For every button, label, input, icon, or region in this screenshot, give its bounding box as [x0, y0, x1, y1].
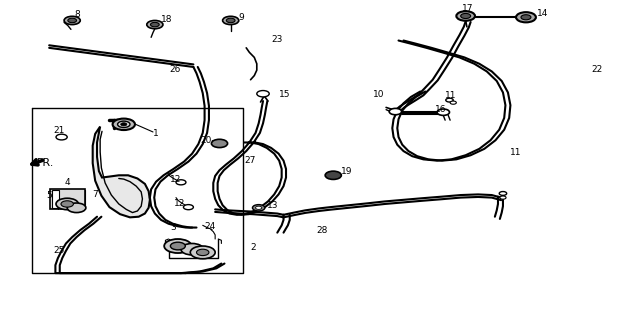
Circle shape: [521, 15, 531, 20]
Circle shape: [61, 201, 74, 207]
Circle shape: [222, 16, 239, 25]
Circle shape: [252, 204, 265, 211]
Circle shape: [151, 22, 159, 27]
Text: 14: 14: [536, 9, 548, 18]
Text: 9: 9: [238, 13, 244, 22]
Text: 18: 18: [161, 15, 173, 24]
Circle shape: [56, 198, 78, 210]
Circle shape: [164, 239, 191, 253]
Text: 3: 3: [170, 223, 176, 232]
Circle shape: [460, 13, 470, 19]
Circle shape: [456, 11, 475, 21]
Circle shape: [190, 246, 215, 259]
Text: 8: 8: [75, 10, 80, 19]
Circle shape: [255, 206, 262, 209]
Circle shape: [196, 249, 209, 256]
Circle shape: [183, 204, 193, 210]
Text: 19: 19: [341, 167, 353, 176]
Text: 13: 13: [267, 201, 278, 210]
Text: 16: 16: [435, 105, 446, 114]
Circle shape: [147, 20, 163, 29]
Bar: [50, 189, 85, 209]
Circle shape: [516, 12, 536, 22]
Circle shape: [56, 134, 67, 140]
Text: 7: 7: [93, 190, 98, 199]
Circle shape: [226, 18, 235, 23]
Polygon shape: [93, 126, 150, 217]
Text: 25: 25: [54, 246, 65, 255]
Text: 10: 10: [373, 90, 385, 99]
Circle shape: [446, 98, 453, 102]
Circle shape: [450, 101, 456, 104]
Text: 11: 11: [445, 91, 457, 100]
Circle shape: [181, 244, 203, 255]
Circle shape: [121, 123, 127, 126]
Circle shape: [118, 121, 130, 127]
Circle shape: [257, 91, 269, 97]
Text: FR.: FR.: [37, 158, 54, 168]
Text: 28: 28: [316, 226, 328, 235]
Text: 21: 21: [54, 126, 65, 135]
Text: 2: 2: [250, 243, 256, 252]
Circle shape: [67, 203, 86, 212]
Circle shape: [176, 180, 186, 185]
Circle shape: [325, 171, 341, 180]
Text: 20-: 20-: [201, 136, 215, 145]
Circle shape: [389, 108, 402, 115]
Circle shape: [500, 196, 506, 199]
Text: 12: 12: [173, 199, 185, 208]
Circle shape: [211, 139, 227, 148]
Text: 15: 15: [279, 90, 291, 99]
Text: 5: 5: [46, 190, 52, 200]
Text: 23: 23: [271, 35, 282, 44]
Circle shape: [113, 119, 135, 130]
Circle shape: [437, 109, 450, 116]
Text: 22: 22: [591, 65, 602, 74]
Text: 17: 17: [462, 4, 473, 13]
Text: 11: 11: [510, 148, 522, 156]
Bar: [52, 190, 59, 208]
Circle shape: [68, 18, 77, 23]
Text: 12: 12: [170, 175, 181, 184]
Circle shape: [171, 242, 185, 250]
Text: 26: 26: [170, 65, 181, 74]
Circle shape: [499, 192, 506, 196]
Text: 4: 4: [65, 178, 70, 187]
Text: 24: 24: [204, 222, 216, 231]
Circle shape: [64, 16, 80, 25]
Text: 27: 27: [244, 156, 255, 165]
Text: 1: 1: [153, 129, 159, 138]
